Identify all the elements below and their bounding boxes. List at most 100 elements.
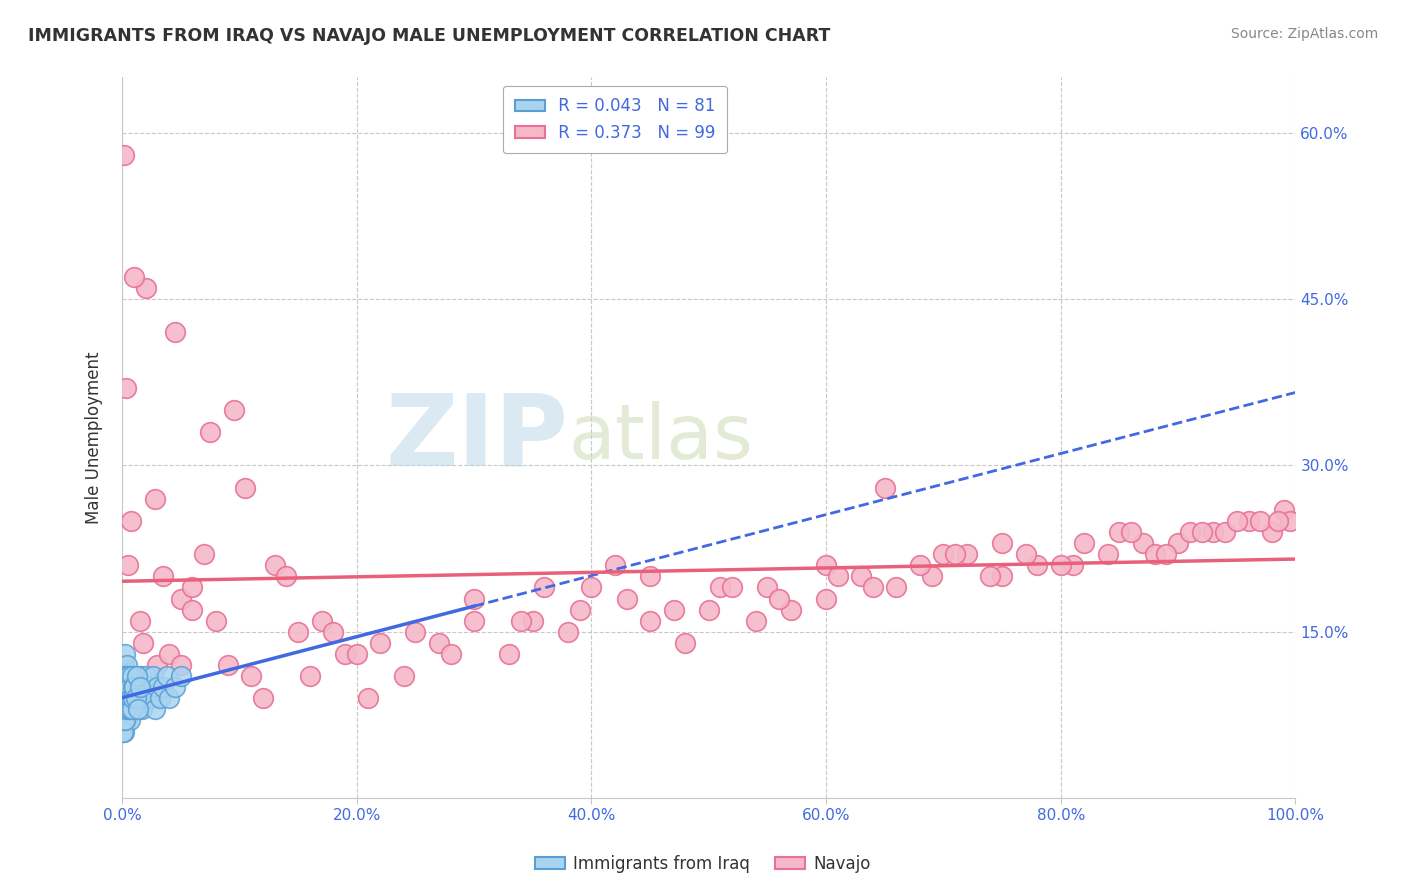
Point [146, 658, 169, 673]
Point [142, 669, 165, 683]
Point [233, 481, 256, 495]
Point [170, 669, 193, 683]
Point [146, 680, 169, 694]
Point [124, 680, 146, 694]
Point [638, 569, 661, 583]
Point [252, 691, 274, 706]
Legend: Immigrants from Iraq, Navajo: Immigrants from Iraq, Navajo [529, 848, 877, 880]
Point [112, 669, 135, 683]
Point [136, 680, 159, 694]
Point [139, 691, 162, 706]
Point [149, 691, 172, 706]
Point [111, 691, 134, 706]
Point [170, 591, 193, 606]
Point [127, 702, 149, 716]
Point [427, 636, 450, 650]
Point [198, 425, 221, 440]
Point [886, 581, 908, 595]
Point [1132, 536, 1154, 550]
Point [114, 680, 136, 694]
Point [129, 669, 152, 683]
Point [124, 691, 146, 706]
Point [163, 326, 186, 340]
Point [122, 270, 145, 285]
Y-axis label: Male Unemployment: Male Unemployment [86, 351, 103, 524]
Point [152, 680, 174, 694]
Point [991, 569, 1014, 583]
Point [152, 569, 174, 583]
Point [1278, 514, 1301, 528]
Point [121, 680, 143, 694]
Point [181, 602, 204, 616]
Point [124, 691, 146, 706]
Point [638, 614, 661, 628]
Point [557, 624, 579, 639]
Point [1272, 503, 1295, 517]
Point [1237, 514, 1260, 528]
Point [115, 702, 138, 716]
Point [121, 669, 143, 683]
Point [125, 669, 148, 683]
Point [439, 647, 461, 661]
Point [114, 714, 136, 728]
Point [117, 691, 139, 706]
Point [118, 691, 141, 706]
Point [121, 691, 143, 706]
Point [122, 691, 145, 706]
Point [132, 680, 155, 694]
Point [125, 669, 148, 683]
Point [114, 680, 136, 694]
Point [815, 591, 838, 606]
Point [744, 614, 766, 628]
Point [498, 647, 520, 661]
Point [662, 602, 685, 616]
Point [112, 658, 135, 673]
Point [111, 714, 134, 728]
Point [118, 702, 141, 716]
Point [921, 569, 943, 583]
Point [112, 702, 135, 716]
Point [120, 702, 142, 716]
Point [756, 581, 779, 595]
Text: ZIP: ZIP [385, 389, 568, 486]
Point [120, 680, 142, 694]
Point [510, 614, 533, 628]
Text: Source: ZipAtlas.com: Source: ZipAtlas.com [1230, 27, 1378, 41]
Point [117, 658, 139, 673]
Point [1167, 536, 1189, 550]
Point [134, 691, 156, 706]
Point [111, 724, 134, 739]
Point [862, 581, 884, 595]
Point [205, 614, 228, 628]
Point [697, 602, 720, 616]
Point [120, 714, 142, 728]
Point [851, 569, 873, 583]
Point [568, 602, 591, 616]
Point [616, 591, 638, 606]
Point [132, 636, 155, 650]
Point [932, 547, 955, 561]
Point [721, 581, 744, 595]
Point [333, 647, 356, 661]
Point [120, 680, 142, 694]
Point [1014, 547, 1036, 561]
Point [1121, 524, 1143, 539]
Point [114, 647, 136, 661]
Point [357, 691, 380, 706]
Point [1062, 558, 1084, 573]
Point [943, 547, 966, 561]
Point [1226, 514, 1249, 528]
Point [122, 702, 145, 716]
Point [673, 636, 696, 650]
Point [1097, 547, 1119, 561]
Point [827, 569, 849, 583]
Point [533, 581, 555, 595]
Point [114, 714, 136, 728]
Point [117, 680, 139, 694]
Point [117, 680, 139, 694]
Point [311, 614, 333, 628]
Point [112, 724, 135, 739]
Point [956, 547, 979, 561]
Point [1213, 524, 1236, 539]
Point [404, 624, 426, 639]
